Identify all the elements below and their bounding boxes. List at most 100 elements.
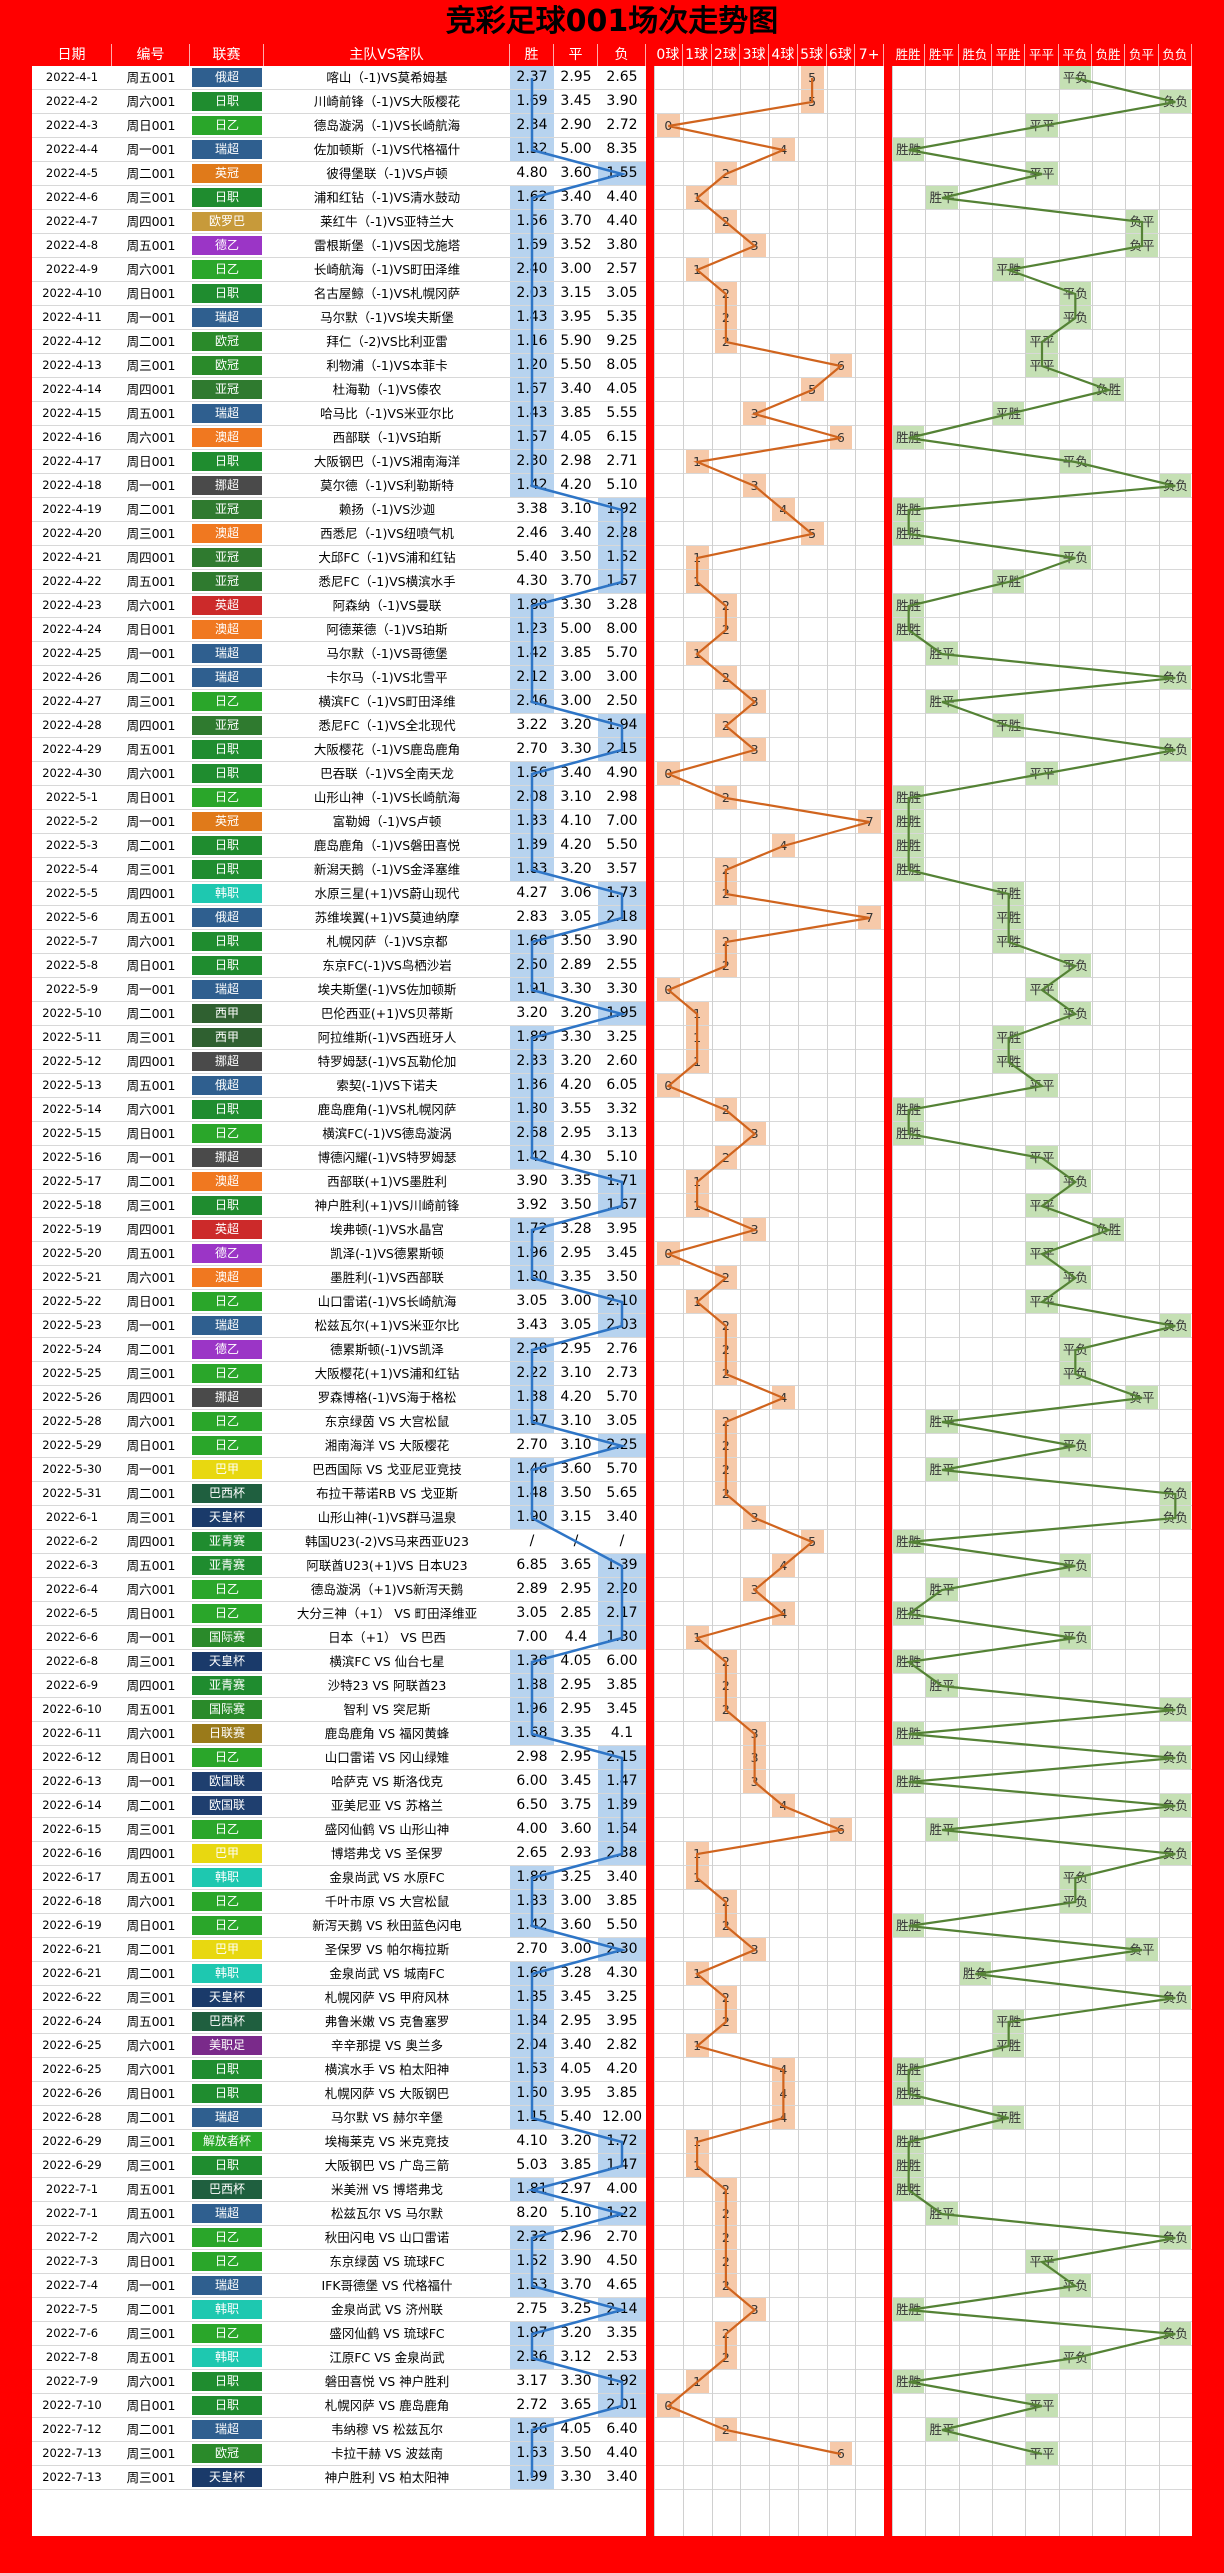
code-cell: 周日001 [126, 1918, 176, 1933]
odds-draw-cell: 3.15 [560, 1509, 592, 1525]
odds-draw-cell: 3.65 [560, 1557, 592, 1573]
table-row: 2022-4-30 周六001 日职 巴吞联（-1)VS全南天龙 1.56 3.40 4.9… [32, 762, 646, 786]
match-cell: 盛冈仙鹤 VS 琉球FC [329, 2326, 445, 2341]
table-row: 2022-4-8 周五001 德乙 雷根斯堡（-1)VS因戈施塔 1.69 3.52 3.8… [32, 234, 646, 258]
odds-lose-cell: 3.30 [606, 981, 638, 997]
table-row: 2022-6-21 周二001 巴甲 圣保罗 VS 帕尔梅拉斯 2.70 3.00 2.30 [32, 1938, 646, 1962]
league-badge: 日职 [192, 836, 262, 855]
date-cell: 2022-5-29 [42, 1438, 102, 1452]
odds-draw-cell: 3.85 [560, 405, 592, 421]
match-cell: 鹿岛鹿角(-1)VS札幌冈萨 [317, 1102, 457, 1117]
table-row: 2022-6-17 周五001 韩职 金泉尚武 VS 水原FC 1.86 3.25 3.40 [32, 1866, 646, 1890]
match-cell: 金泉尚武 VS 城南FC [329, 1966, 445, 1981]
odds-lose-cell: 3.05 [606, 285, 638, 301]
date-cell: 2022-5-28 [42, 1414, 102, 1428]
odds-draw-cell: 3.45 [560, 93, 592, 109]
odds-win-cell: 2.46 [516, 525, 548, 541]
match-cell: 赖扬（-1)VS沙迦 [338, 502, 436, 517]
table-row: 2022-5-29 周日001 日乙 湘南海洋 VS 大阪樱花 2.70 3.10 2.25 [32, 1434, 646, 1458]
code-cell: 周二001 [126, 1006, 176, 1021]
odds-win-cell: 4.80 [516, 165, 548, 181]
table-row: 2022-4-24 周日001 澳超 阿德莱德（-1)VS珀斯 1.23 5.00 8.00 [32, 618, 646, 642]
date-cell: 2022-5-16 [42, 1150, 102, 1164]
league-badge: 日乙 [192, 2228, 262, 2247]
odds-lose-cell: 4.90 [606, 765, 638, 781]
league-badge: 日联赛 [192, 1724, 262, 1743]
league-badge: 日职 [192, 2156, 262, 2175]
match-cell: 川崎前锋（-1)VS大阪樱花 [313, 94, 461, 109]
date-cell: 2022-6-8 [45, 1654, 99, 1668]
match-cell: 博德闪耀(-1)VS特罗姆瑟 [317, 1150, 457, 1165]
league-badge: 欧国联 [192, 1772, 262, 1791]
code-cell: 周二001 [126, 166, 176, 181]
match-cell: 哈萨克 VS 斯洛伐克 [331, 1774, 443, 1789]
odds-lose-cell: 3.50 [606, 1269, 638, 1285]
league-badge: 日职 [192, 860, 262, 879]
code-cell: 周六001 [126, 1102, 176, 1117]
date-cell: 2022-7-10 [42, 2398, 102, 2412]
date-cell: 2022-5-15 [42, 1126, 102, 1140]
date-cell: 2022-6-29 [42, 2134, 102, 2148]
code-cell: 周五001 [126, 1558, 176, 1573]
odds-lose-cell: 3.32 [606, 1101, 638, 1117]
code-cell: 周二001 [126, 670, 176, 685]
match-cell: 利物浦（-1)VS本菲卡 [326, 358, 448, 373]
league-badge: 日乙 [192, 692, 262, 711]
match-cell: 莫尔德（-1)VS利勒斯特 [320, 478, 454, 493]
odds-win-cell: 2.89 [516, 1581, 548, 1597]
odds-win-cell: 6.85 [516, 1557, 548, 1573]
result-trend-line [905, 76, 1177, 2456]
date-cell: 2022-4-4 [45, 142, 99, 156]
table-row: 2022-4-3 周日001 日乙 德岛漩涡（-1)VS长崎航海 2.34 2.90 2.7… [32, 114, 646, 138]
odds-draw-cell: 3.60 [560, 1917, 592, 1933]
table-row: 2022-4-1 周五001 俄超 喀山（-1)VS莫希姆基 2.37 2.95 2.65 [32, 66, 646, 90]
odds-win-cell: 3.92 [516, 1197, 548, 1213]
match-cell: 大阪钢巴（-1)VS湘南海洋 [313, 454, 461, 469]
code-cell: 周五001 [126, 742, 176, 757]
date-cell: 2022-7-6 [45, 2326, 99, 2340]
odds-lose-cell: 6.00 [606, 1653, 638, 1669]
date-cell: 2022-5-26 [42, 1390, 102, 1404]
odds-win-cell: 4.27 [516, 885, 548, 901]
code-cell: 周六001 [126, 1414, 176, 1429]
odds-draw-cell: 4.20 [560, 477, 592, 493]
code-cell: 周三001 [126, 1654, 176, 1669]
match-cell: 湘南海洋 VS 大阪樱花 [324, 1438, 450, 1453]
league-badge: 亚冠 [192, 572, 262, 591]
code-cell: 周三001 [126, 1030, 176, 1045]
table-row: 2022-5-13 周五001 俄超 索契(-1)VS下诺夫 1.36 4.20 6.05 [32, 1074, 646, 1098]
code-cell: 周二001 [126, 2302, 176, 2317]
match-cell: 巴吞联（-1)VS全南天龙 [320, 766, 454, 781]
code-cell: 周六001 [126, 1582, 176, 1597]
code-cell: 周二001 [126, 1342, 176, 1357]
odds-draw-cell: 2.95 [560, 1701, 592, 1717]
match-cell: IFK哥德堡 VS 代格福什 [321, 2278, 453, 2293]
result-trend-chart [905, 76, 1177, 2456]
league-badge: 俄超 [192, 908, 262, 927]
odds-win-cell: 8.20 [516, 2205, 548, 2221]
date-cell: 2022-5-5 [45, 886, 99, 900]
date-cell: 2022-5-31 [42, 1486, 102, 1500]
odds-draw-cell: 2.95 [560, 1581, 592, 1597]
date-cell: 2022-5-13 [42, 1078, 102, 1092]
league-badge: 日职 [192, 956, 262, 975]
table-row: 2022-7-2 周六001 日乙 秋田闪电 VS 山口雷诺 2.32 2.96 2.70 [32, 2226, 646, 2250]
match-cell: 横滨水手 VS 柏太阳神 [324, 2062, 450, 2077]
odds-draw-cell: 3.50 [560, 933, 592, 949]
odds-draw-cell: 3.06 [560, 885, 592, 901]
odds-lose-cell: 3.00 [606, 669, 638, 685]
code-cell: 周三001 [126, 862, 176, 877]
league-badge: 巴甲 [192, 1844, 262, 1863]
match-cell: 德岛漩涡（-1)VS长崎航海 [313, 118, 461, 133]
league-badge: 日职 [192, 1100, 262, 1119]
date-cell: 2022-4-24 [42, 622, 102, 636]
league-badge: 巴甲 [192, 1940, 262, 1959]
code-cell: 周六001 [126, 430, 176, 445]
odds-lose-cell: 5.65 [606, 1485, 638, 1501]
code-cell: 周六001 [126, 934, 176, 949]
code-cell: 周日001 [126, 958, 176, 973]
code-cell: 周日001 [126, 1438, 176, 1453]
date-cell: 2022-6-15 [42, 1822, 102, 1836]
date-cell: 2022-4-12 [42, 334, 102, 348]
league-badge: 德乙 [192, 236, 262, 255]
